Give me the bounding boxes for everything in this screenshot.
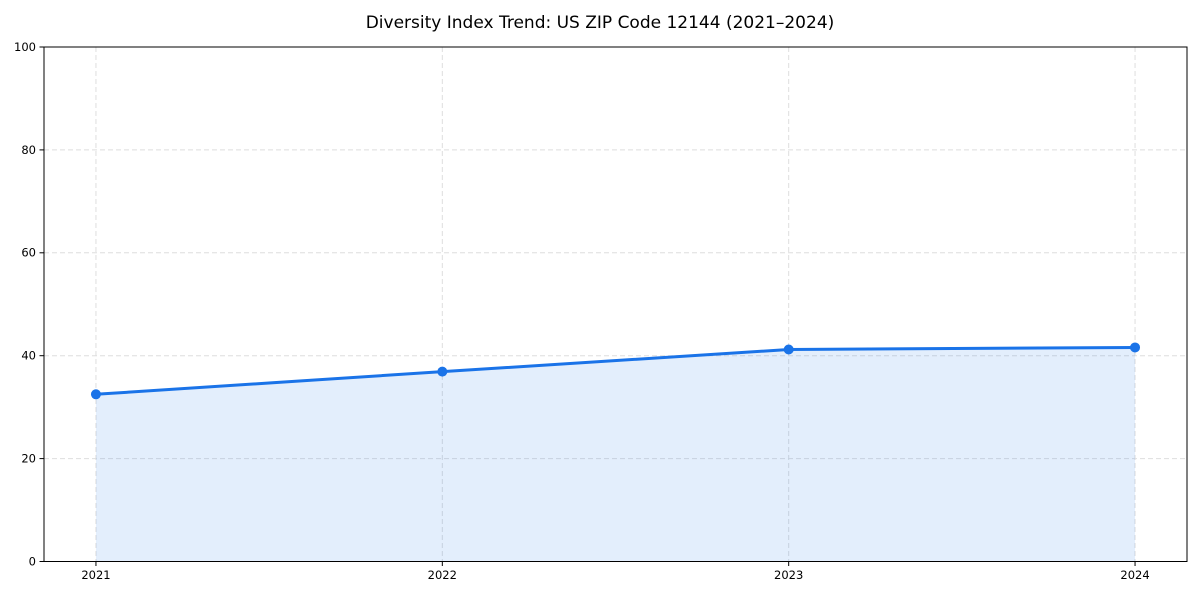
series-line	[94, 345, 1137, 396]
y-tick-label: 60	[21, 246, 36, 260]
chart-title: Diversity Index Trend: US ZIP Code 12144…	[365, 13, 835, 33]
x-tick-label: 2022	[428, 568, 457, 582]
x-tick-label: 2021	[81, 568, 110, 582]
data-point-marker	[90, 389, 101, 400]
plot-frame	[43, 46, 1188, 562]
y-tick-label: 20	[21, 452, 36, 466]
series-area-fill	[95, 347, 1136, 562]
x-tick-label: 2023	[774, 568, 803, 582]
y-tick-label: 0	[29, 554, 36, 568]
y-tick-label: 100	[14, 40, 36, 54]
y-tick-label: 40	[21, 349, 36, 363]
x-tick-label: 2024	[1120, 568, 1149, 582]
data-point-marker	[783, 344, 794, 355]
data-point-marker	[1130, 342, 1141, 353]
data-point-marker	[437, 366, 448, 377]
y-tick-label: 80	[21, 143, 36, 157]
